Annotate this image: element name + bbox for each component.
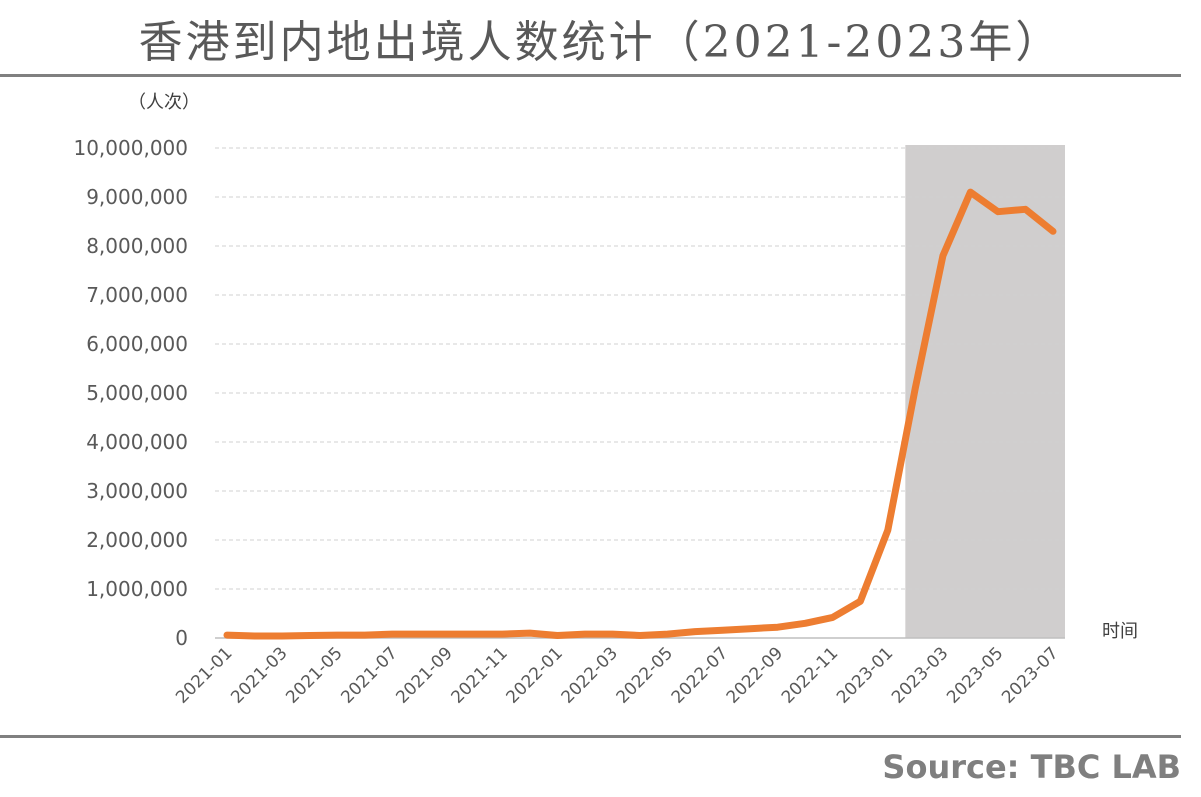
x-axis-label: 时间: [1102, 621, 1138, 642]
source-credit: Source: TBC LAB: [882, 748, 1181, 786]
x-tick-label: 2021-09: [392, 643, 456, 707]
x-tick-label: 2023-01: [833, 643, 897, 707]
x-tick-label: 2022-01: [503, 643, 567, 707]
y-tick-label: 8,000,000: [86, 234, 188, 258]
y-tick-label: 6,000,000: [86, 332, 188, 356]
top-divider: [0, 74, 1181, 77]
x-tick-label: 2023-07: [998, 643, 1062, 707]
x-tick-label: 2022-07: [668, 643, 732, 707]
y-tick-label: 4,000,000: [86, 430, 188, 454]
y-tick-label: 7,000,000: [86, 283, 188, 307]
y-tick-label: 3,000,000: [86, 479, 188, 503]
bottom-divider: [0, 735, 1181, 738]
x-tick-label: 2021-11: [448, 643, 512, 707]
y-axis-label: （人次）: [128, 92, 200, 113]
x-tick-label: 2022-05: [613, 643, 677, 707]
x-tick-label: 2021-07: [337, 643, 401, 707]
x-tick-label: 2021-01: [172, 643, 236, 707]
y-tick-label: 5,000,000: [86, 381, 188, 405]
y-tick-label: 10,000,000: [73, 136, 188, 160]
y-tick-label: 1,000,000: [86, 577, 188, 601]
x-tick-label: 2023-05: [943, 643, 1007, 707]
x-tick-label: 2021-03: [227, 643, 291, 707]
x-tick-label: 2022-09: [723, 643, 787, 707]
y-tick-label: 2,000,000: [86, 528, 188, 552]
y-tick-label: 9,000,000: [86, 185, 188, 209]
x-tick-label: 2023-03: [888, 643, 952, 707]
y-tick-label: 0: [175, 626, 188, 650]
highlight-band: [905, 145, 1065, 638]
x-tick-label: 2021-05: [282, 643, 346, 707]
x-tick-label: 2022-03: [558, 643, 622, 707]
x-tick-label: 2022-11: [778, 643, 842, 707]
chart-title: 香港到内地出境人数统计（2021-2023年）: [138, 17, 1063, 68]
